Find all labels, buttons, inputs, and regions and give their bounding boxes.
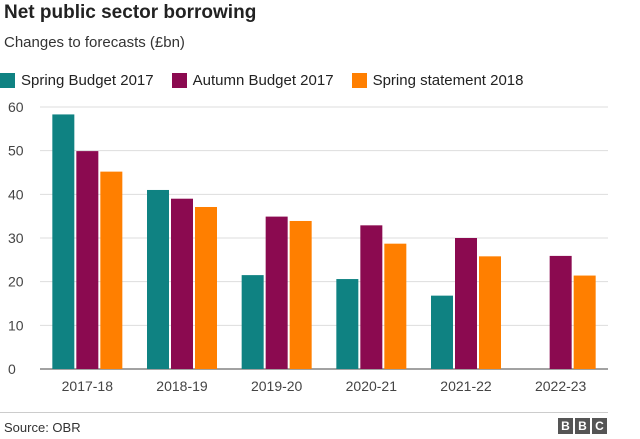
legend-swatch xyxy=(171,72,187,88)
bar xyxy=(147,189,169,369)
bar xyxy=(195,206,217,369)
bar xyxy=(171,198,193,369)
y-tick-label: 40 xyxy=(8,186,24,202)
legend-label: Spring Budget 2017 xyxy=(21,71,154,89)
bar xyxy=(336,279,359,369)
bar xyxy=(52,114,75,369)
bar-chart: 0 10 20 30 40 50 60 2017-18 2018-19 2019-20 2020-2… xyxy=(8,99,608,394)
bar xyxy=(573,275,596,369)
bar xyxy=(549,255,572,369)
chart-title: Net public sector borrowing xyxy=(4,2,257,23)
bar xyxy=(360,225,383,369)
x-tick-label: 2019-20 xyxy=(251,378,303,394)
bar xyxy=(479,256,501,369)
bar xyxy=(289,220,312,369)
x-tick-label: 2020-21 xyxy=(346,378,398,394)
x-tick-label: 2022-23 xyxy=(535,378,587,394)
y-tick-label: 30 xyxy=(8,230,24,246)
bar xyxy=(455,238,477,369)
legend-swatch xyxy=(0,72,15,88)
x-tick-label: 2017-18 xyxy=(62,378,114,394)
x-tick-label: 2021-22 xyxy=(440,378,492,394)
bar xyxy=(431,295,453,369)
y-tick-label: 20 xyxy=(8,274,24,290)
bar xyxy=(100,171,123,369)
chart-subtitle: Changes to forecasts (£bn) xyxy=(4,34,185,51)
y-tick-label: 50 xyxy=(8,143,24,159)
legend-item-spring-budget-2017: Spring Budget 2017 xyxy=(0,72,154,89)
y-tick-label: 60 xyxy=(8,99,24,115)
bar xyxy=(76,151,99,369)
bbc-logo: B B C xyxy=(556,418,607,434)
legend-item-spring-statement-2018: Spring statement 2018 xyxy=(351,71,524,89)
bar xyxy=(384,243,407,369)
bar xyxy=(241,275,264,369)
logo-letter: B xyxy=(575,418,590,434)
legend: Spring Budget 2017 Autumn Budget 2017 Sp… xyxy=(0,70,542,90)
legend-label: Autumn Budget 2017 xyxy=(192,71,334,89)
logo-letter: B xyxy=(558,418,573,434)
x-tick-label: 2018-19 xyxy=(156,378,208,394)
source-note: Source: OBR xyxy=(4,420,81,435)
y-tick-label: 0 xyxy=(8,361,16,377)
bar xyxy=(265,216,288,369)
logo-letter: C xyxy=(592,418,607,434)
footer-divider xyxy=(0,412,608,413)
legend-item-autumn-budget-2017: Autumn Budget 2017 xyxy=(171,71,334,89)
y-tick-label: 10 xyxy=(8,317,24,333)
legend-label: Spring statement 2018 xyxy=(372,71,524,89)
legend-swatch xyxy=(351,72,367,88)
